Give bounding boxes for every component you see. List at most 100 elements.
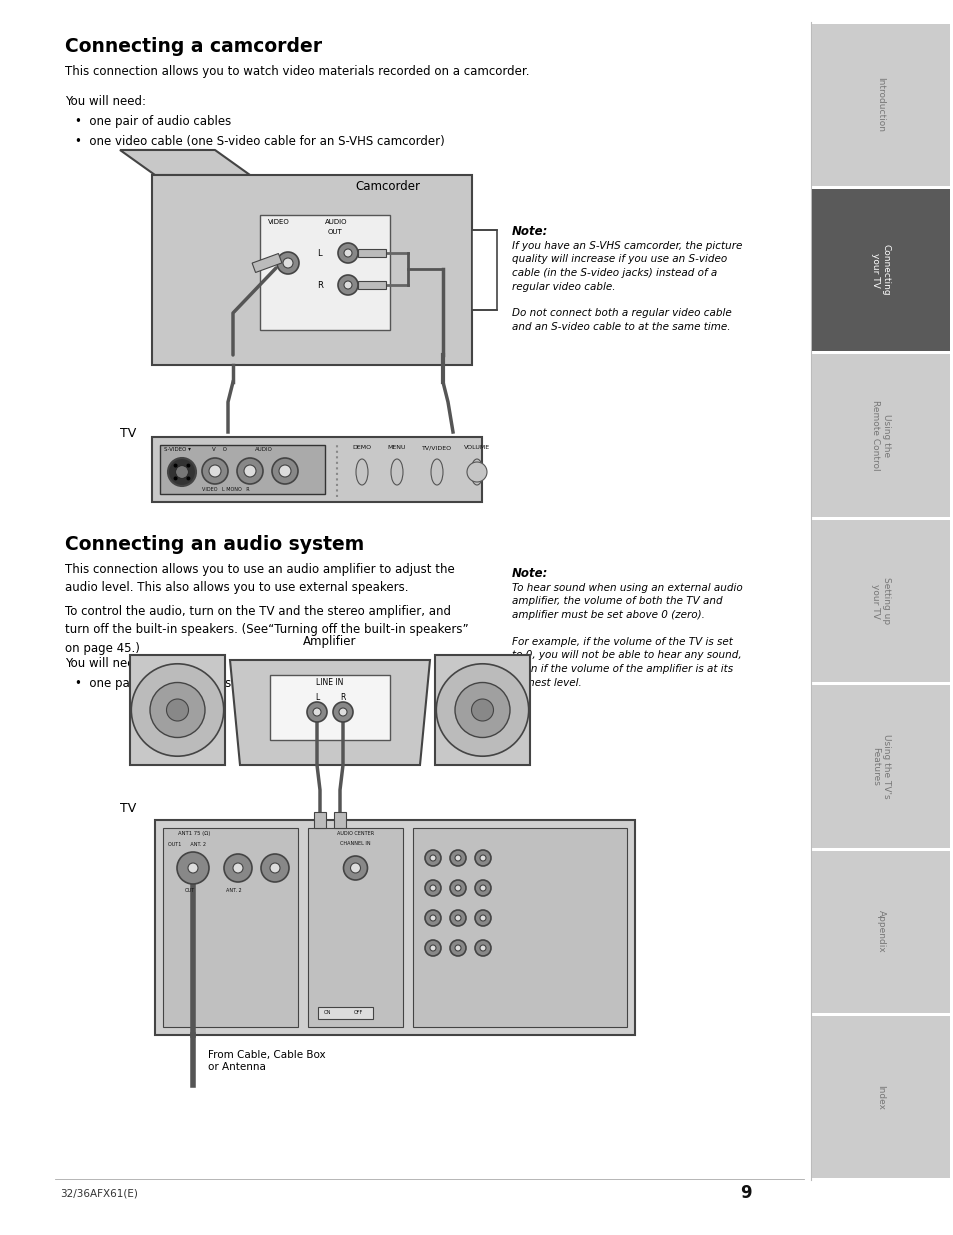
Text: You will need:: You will need: <box>65 95 146 107</box>
Circle shape <box>450 850 465 866</box>
Text: This connection allows you to use an audio amplifier to adjust the
audio level. : This connection allows you to use an aud… <box>65 563 455 594</box>
Text: For example, if the volume of the TV is set: For example, if the volume of the TV is … <box>512 637 732 647</box>
Ellipse shape <box>431 459 442 485</box>
Text: OFF: OFF <box>353 1009 362 1014</box>
Circle shape <box>202 458 228 484</box>
Text: Appendix: Appendix <box>876 910 884 953</box>
Bar <box>357 282 386 289</box>
Text: 32/36AFX61(E): 32/36AFX61(E) <box>60 1188 138 1198</box>
Circle shape <box>173 477 177 480</box>
Polygon shape <box>120 149 250 175</box>
Circle shape <box>450 910 465 926</box>
Text: From Cable, Cable Box
or Antenna: From Cable, Cable Box or Antenna <box>208 1050 325 1072</box>
Text: •  one video cable (one S-video cable for an S-VHS camcorder): • one video cable (one S-video cable for… <box>75 135 444 148</box>
Bar <box>334 811 346 827</box>
Bar <box>811 189 949 351</box>
Circle shape <box>430 945 436 951</box>
Text: to 0, you will not be able to hear any sound,: to 0, you will not be able to hear any s… <box>512 651 740 661</box>
Text: V    O: V O <box>212 447 227 452</box>
Circle shape <box>224 853 252 882</box>
Bar <box>152 437 481 501</box>
Bar <box>357 249 386 257</box>
Bar <box>435 655 530 764</box>
Text: S-VIDEO ▾: S-VIDEO ▾ <box>164 447 191 452</box>
Bar <box>472 230 497 310</box>
Circle shape <box>313 708 320 716</box>
Circle shape <box>270 863 280 873</box>
Text: If you have an S-VHS camcorder, the picture: If you have an S-VHS camcorder, the pict… <box>512 241 741 251</box>
Polygon shape <box>230 659 430 764</box>
Text: R: R <box>340 693 345 701</box>
Text: OUT1      ANT. 2: OUT1 ANT. 2 <box>168 842 206 847</box>
Circle shape <box>424 940 440 956</box>
Text: VIDEO   L MONO   R: VIDEO L MONO R <box>202 487 250 492</box>
Bar <box>314 811 326 827</box>
Circle shape <box>173 463 177 468</box>
Text: Do not connect both a regular video cable: Do not connect both a regular video cabl… <box>512 309 731 319</box>
Bar <box>811 23 949 186</box>
Circle shape <box>471 699 493 721</box>
Text: Connecting
your TV: Connecting your TV <box>870 245 890 296</box>
Bar <box>811 520 949 682</box>
Text: TV: TV <box>120 427 136 440</box>
Text: TV/VIDEO: TV/VIDEO <box>421 445 452 450</box>
Text: OUT: OUT <box>328 228 342 235</box>
Text: You will need:: You will need: <box>65 657 146 671</box>
Text: highest level.: highest level. <box>512 678 581 688</box>
Ellipse shape <box>467 462 486 482</box>
Text: TV: TV <box>120 802 136 815</box>
Text: regular video cable.: regular video cable. <box>512 282 615 291</box>
Text: Introduction: Introduction <box>876 78 884 132</box>
Bar <box>260 215 390 330</box>
Text: OUT: OUT <box>185 888 195 893</box>
Bar <box>811 851 949 1013</box>
Text: L: L <box>314 693 319 701</box>
Text: Index: Index <box>876 1084 884 1110</box>
Bar <box>130 655 225 764</box>
Circle shape <box>236 458 263 484</box>
Circle shape <box>475 940 491 956</box>
Text: AUDIO: AUDIO <box>254 447 273 452</box>
Text: To hear sound when using an external audio: To hear sound when using an external aud… <box>512 583 742 593</box>
Circle shape <box>450 881 465 897</box>
Circle shape <box>233 863 243 873</box>
Text: Setting up
your TV: Setting up your TV <box>870 578 890 625</box>
Text: 9: 9 <box>740 1184 751 1202</box>
Circle shape <box>455 683 510 737</box>
Circle shape <box>186 477 191 480</box>
Circle shape <box>307 701 327 722</box>
Text: •  one pair of audio cables: • one pair of audio cables <box>75 115 231 128</box>
Text: quality will increase if you use an S-video: quality will increase if you use an S-vi… <box>512 254 726 264</box>
Text: L: L <box>316 249 321 258</box>
Circle shape <box>132 663 223 756</box>
Text: Using the TV's
Features: Using the TV's Features <box>870 734 890 799</box>
Circle shape <box>338 708 347 716</box>
Text: Amplifier: Amplifier <box>303 635 356 648</box>
Text: DEMO: DEMO <box>352 445 371 450</box>
Circle shape <box>455 945 460 951</box>
Ellipse shape <box>355 459 368 485</box>
Text: LINE IN: LINE IN <box>316 678 343 687</box>
Text: MENU: MENU <box>387 445 406 450</box>
Circle shape <box>430 885 436 890</box>
Text: AUDIO: AUDIO <box>325 219 347 225</box>
Ellipse shape <box>391 459 402 485</box>
Bar <box>160 445 325 494</box>
Text: CHANNEL IN: CHANNEL IN <box>340 841 371 846</box>
Text: amplifier must be set above 0 (zero).: amplifier must be set above 0 (zero). <box>512 610 704 620</box>
Circle shape <box>343 856 367 881</box>
Circle shape <box>455 915 460 921</box>
Circle shape <box>186 463 191 468</box>
Circle shape <box>430 855 436 861</box>
Text: This connection allows you to watch video materials recorded on a camcorder.: This connection allows you to watch vide… <box>65 65 529 78</box>
Circle shape <box>272 458 297 484</box>
Circle shape <box>424 850 440 866</box>
Text: and an S-video cable to at the same time.: and an S-video cable to at the same time… <box>512 322 730 332</box>
Bar <box>317 1007 373 1019</box>
Circle shape <box>276 252 298 274</box>
Text: VOLUME: VOLUME <box>463 445 490 450</box>
Circle shape <box>168 458 195 487</box>
Text: Connecting a camcorder: Connecting a camcorder <box>65 37 322 56</box>
Circle shape <box>424 910 440 926</box>
Circle shape <box>175 466 188 478</box>
